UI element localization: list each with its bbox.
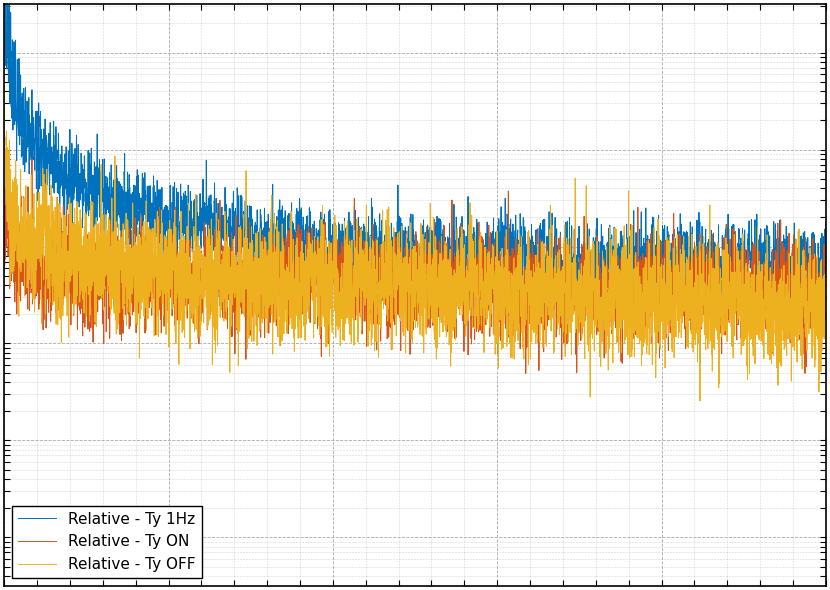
Relative - Ty OFF	[313, 313, 323, 320]
Relative - Ty 1Hz	[675, 253, 685, 260]
Legend: Relative - Ty 1Hz, Relative - Ty ON, Relative - Ty OFF: Relative - Ty 1Hz, Relative - Ty ON, Rel…	[12, 506, 202, 578]
Line: Relative - Ty ON: Relative - Ty ON	[4, 153, 826, 373]
Relative - Ty OFF	[149, 254, 159, 261]
Relative - Ty OFF	[821, 280, 830, 287]
Relative - Ty OFF	[492, 228, 502, 235]
Relative - Ty OFF	[675, 290, 685, 297]
Relative - Ty 1Hz	[534, 271, 544, 278]
Relative - Ty 1Hz	[812, 316, 822, 323]
Relative - Ty ON	[520, 370, 530, 377]
Relative - Ty ON	[1, 150, 11, 157]
Relative - Ty ON	[534, 367, 544, 374]
Relative - Ty 1Hz	[149, 202, 159, 209]
Relative - Ty ON	[0, 221, 9, 228]
Relative - Ty OFF	[695, 397, 705, 404]
Relative - Ty OFF	[613, 322, 622, 329]
Line: Relative - Ty OFF: Relative - Ty OFF	[4, 86, 826, 401]
Relative - Ty 1Hz	[821, 219, 830, 227]
Relative - Ty ON	[613, 265, 622, 272]
Relative - Ty ON	[314, 304, 324, 311]
Relative - Ty ON	[149, 259, 159, 266]
Relative - Ty ON	[492, 291, 502, 299]
Relative - Ty OFF	[534, 318, 544, 325]
Relative - Ty 1Hz	[492, 272, 502, 279]
Line: Relative - Ty 1Hz: Relative - Ty 1Hz	[4, 0, 826, 319]
Relative - Ty ON	[821, 286, 830, 293]
Relative - Ty 1Hz	[613, 246, 622, 253]
Relative - Ty 1Hz	[314, 251, 324, 258]
Relative - Ty OFF	[0, 83, 9, 90]
Relative - Ty ON	[675, 271, 685, 278]
